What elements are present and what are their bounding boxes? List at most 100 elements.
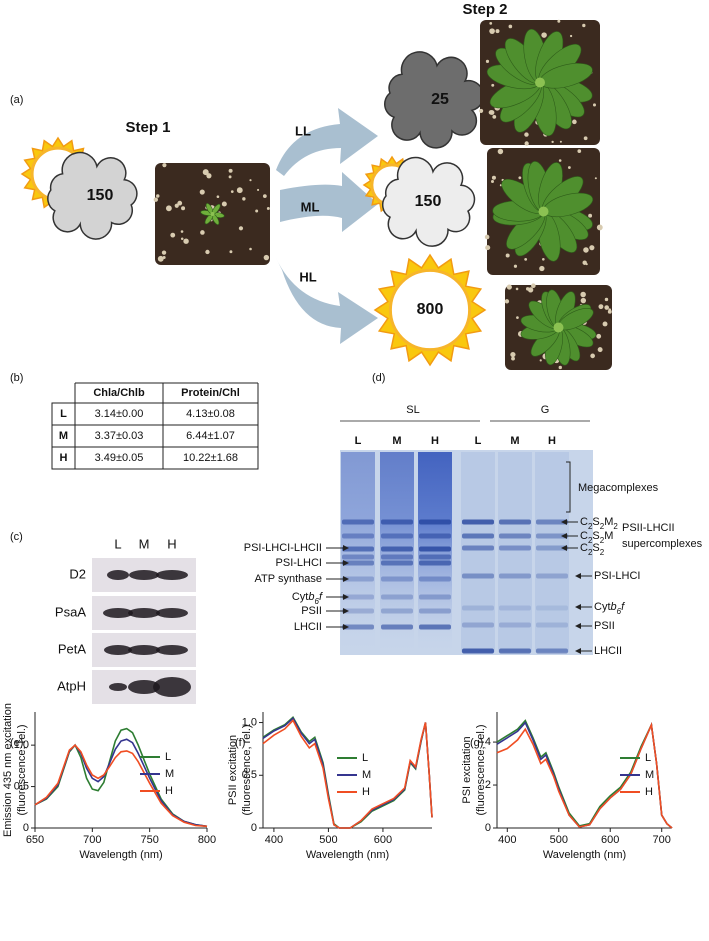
soil-speck (604, 305, 610, 310)
group-label: G (541, 404, 550, 416)
row-header: H (60, 452, 68, 464)
label-part: LHCII (594, 645, 622, 657)
table-cell: 3.49±0.05 (95, 452, 144, 464)
label-part: Cyt (292, 591, 309, 603)
lane-label: M (510, 435, 519, 447)
legend-label: H (645, 786, 653, 798)
band-group-label: PSII-LHCII (622, 522, 675, 534)
label-part: 2 (600, 536, 605, 545)
soil-speck (516, 316, 519, 319)
soil-speck (607, 309, 612, 314)
soil-speck (157, 255, 164, 262)
soil-speck (162, 255, 166, 259)
soil-speck (170, 232, 176, 238)
band-label: PSII (594, 620, 615, 632)
soil-speck (559, 140, 562, 143)
label-part: M (604, 516, 613, 528)
step-title: Step 1 (125, 119, 170, 136)
band-label: PSI-LHCI-LHCII (244, 542, 322, 554)
label-part: S (592, 530, 599, 542)
lane-label: M (392, 435, 401, 447)
gel-band (536, 533, 568, 539)
series-line (262, 717, 433, 829)
gel-band (536, 605, 568, 611)
band-label: PSI-LHCI (594, 570, 640, 582)
rosette-center (535, 77, 545, 88)
soil-speck (497, 148, 504, 155)
table-header: Chla/Chlb (93, 387, 145, 399)
x-axis-label: Wavelength (nm) (79, 849, 162, 861)
cloud-shape (381, 156, 476, 247)
blot-band (109, 683, 127, 691)
label-part: 2 (588, 536, 593, 545)
soil-speck (505, 253, 510, 258)
soil-speck (580, 291, 586, 298)
legend-label: H (362, 786, 370, 798)
soil-speck (602, 321, 608, 327)
gel-band (499, 622, 531, 628)
x-tick-label: 600 (601, 834, 619, 846)
blot-band (153, 677, 191, 697)
plant-photo (479, 19, 600, 146)
label-part: 2 (588, 548, 593, 557)
blot-band (128, 608, 160, 618)
soil-speck (524, 132, 529, 137)
soil-speck (589, 245, 595, 251)
label-part: PSI-LHCI (276, 557, 322, 569)
soil-speck (236, 187, 243, 194)
light-intensity: 25 (431, 91, 449, 108)
cloud (47, 151, 138, 240)
soil-speck (594, 177, 597, 180)
soil-speck (262, 194, 267, 199)
soil-speck (582, 23, 586, 28)
band-label: C2S2M2 (580, 516, 618, 531)
label-part: f (319, 591, 323, 603)
soil-speck (580, 297, 587, 304)
label-part: f (621, 601, 625, 613)
soil-speck (199, 189, 205, 195)
protein-label: AtpH (57, 678, 86, 693)
soil-speck (588, 213, 593, 218)
table-cell: 6.44±1.07 (186, 430, 235, 442)
lane-label: H (431, 435, 439, 447)
table-cell: 4.13±0.08 (186, 408, 235, 420)
soil-speck (577, 149, 582, 153)
gel-band (381, 519, 413, 525)
band-label: C2S2 (580, 542, 605, 557)
protein-label: PsaA (55, 604, 86, 619)
soil-speck (492, 115, 497, 119)
x-tick-label: 800 (198, 834, 216, 846)
soil-speck (228, 175, 232, 179)
label-part: 6 (314, 597, 319, 606)
lane-label: M (139, 536, 150, 551)
gel-band (462, 622, 494, 628)
panel-label: (c) (10, 531, 23, 543)
soil-speck (504, 299, 510, 304)
lane-label: L (114, 536, 121, 551)
gel-band (342, 546, 374, 552)
soil-speck (604, 297, 609, 302)
blot-band (128, 645, 160, 655)
plant-photo (153, 163, 270, 265)
x-tick-label: 750 (140, 834, 158, 846)
x-tick-label: 700 (653, 834, 671, 846)
gel-lane (418, 452, 452, 652)
label-part: ATP synthase (255, 573, 322, 585)
soil-speck (183, 238, 189, 244)
soil-speck (557, 19, 561, 23)
soil-speck (242, 197, 246, 201)
soil-speck (572, 119, 577, 125)
label-part: LHCII (294, 621, 322, 633)
soil-speck (511, 356, 515, 361)
y-tick-label: 2 (485, 779, 491, 791)
blot-band (107, 570, 129, 580)
protein-label: PetA (58, 641, 87, 656)
panel-label: (d) (372, 372, 385, 384)
soil-speck (161, 250, 167, 255)
gel-band (381, 624, 413, 630)
gel-band (419, 576, 451, 582)
soil-speck (228, 168, 233, 173)
panel-label: (a) (10, 94, 23, 106)
soil-speck (539, 265, 545, 272)
gel-band (419, 608, 451, 614)
